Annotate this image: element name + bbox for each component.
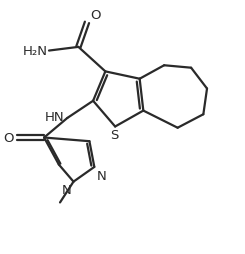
Text: N: N bbox=[96, 169, 106, 182]
Text: N: N bbox=[61, 183, 71, 196]
Text: HN: HN bbox=[45, 111, 64, 124]
Text: O: O bbox=[90, 9, 100, 22]
Text: O: O bbox=[4, 132, 14, 145]
Text: S: S bbox=[110, 128, 118, 141]
Text: H₂N: H₂N bbox=[23, 45, 48, 58]
